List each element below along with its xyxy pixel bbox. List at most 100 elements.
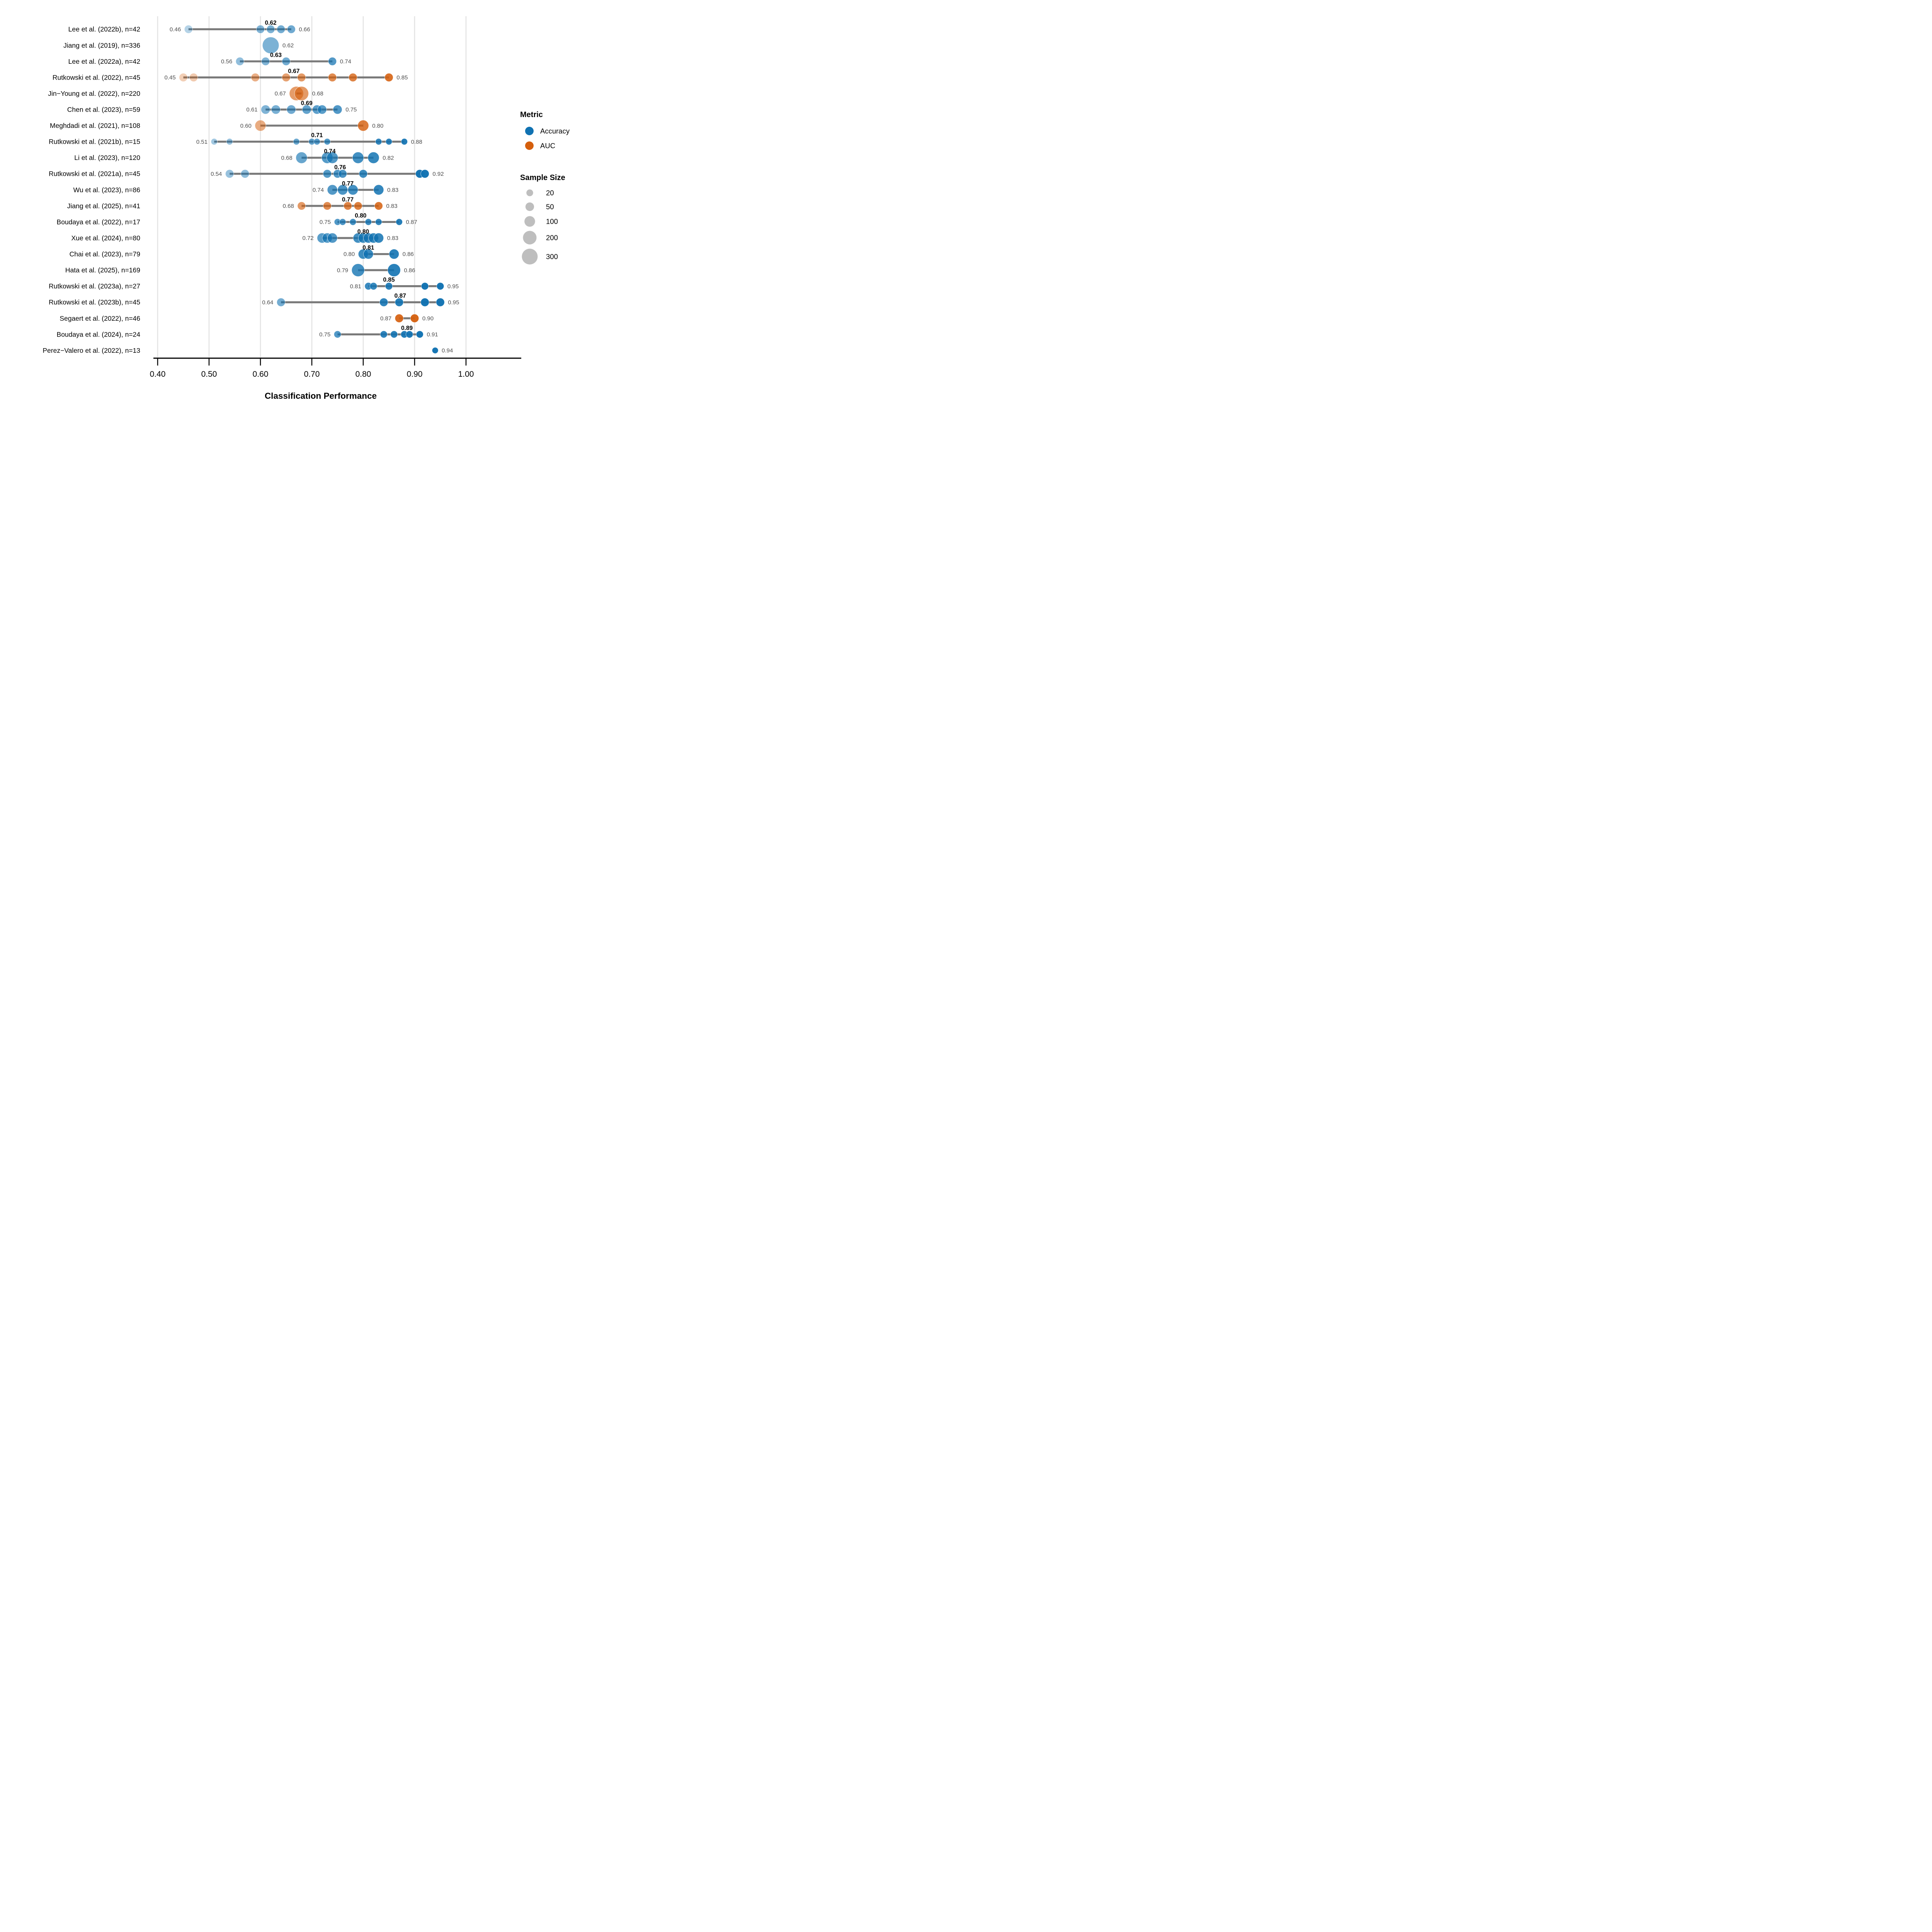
data-point bbox=[390, 330, 398, 338]
study-row: Jiang et al. (2025), n=41 0.68 0.83 0.77 bbox=[67, 196, 398, 210]
data-point bbox=[379, 298, 388, 307]
max-value-label: 0.85 bbox=[396, 75, 408, 81]
study-rows: Lee et al. (2022b), n=42 0.46 0.660.62 Jian… bbox=[43, 20, 459, 354]
data-point bbox=[349, 73, 357, 82]
data-point bbox=[277, 25, 286, 34]
legend-metric-item-label: AUC bbox=[540, 142, 555, 150]
data-point bbox=[385, 138, 393, 145]
study-label: Li et al. (2023), n=120 bbox=[74, 154, 140, 162]
study-label: Xue et al. (2024), n=80 bbox=[71, 234, 140, 242]
data-point bbox=[226, 138, 233, 145]
data-point bbox=[256, 25, 265, 34]
data-point bbox=[293, 138, 300, 145]
data-point bbox=[421, 282, 429, 290]
max-value-label: 0.87 bbox=[406, 219, 417, 226]
data-point bbox=[296, 152, 308, 164]
data-point bbox=[420, 298, 429, 307]
min-value-label: 0.74 bbox=[313, 187, 324, 194]
data-point bbox=[352, 152, 364, 164]
study-row: Xue et al. (2024), n=80 0.72 0.83 0.80 bbox=[71, 228, 398, 243]
study-row: Lee et al. (2022b), n=42 0.46 0.66 0.62 bbox=[68, 20, 310, 34]
median-value-label: 0.89 bbox=[401, 325, 413, 332]
max-value-label: 0.88 bbox=[411, 139, 422, 145]
legend-size-item: 50 bbox=[525, 202, 554, 211]
study-label: Jiang et al. (2025), n=41 bbox=[67, 202, 140, 210]
max-value-label: 0.68 bbox=[312, 90, 323, 97]
data-point bbox=[369, 282, 378, 290]
data-point bbox=[357, 120, 369, 131]
x-axis-tick-label: 0.90 bbox=[407, 370, 423, 379]
data-point bbox=[406, 330, 413, 338]
data-point bbox=[251, 73, 260, 82]
study-label: Chen et al. (2023), n=59 bbox=[67, 106, 140, 114]
max-value-label: 0.92 bbox=[432, 171, 444, 177]
data-point bbox=[327, 184, 338, 195]
data-point bbox=[302, 105, 311, 114]
legend-size-items: 20 50 100 200 300 bbox=[522, 189, 558, 265]
max-value-label: 0.74 bbox=[340, 58, 351, 65]
study-label: Jin−Young et al. (2022), n=220 bbox=[48, 90, 140, 97]
max-value-label: 0.80 bbox=[372, 122, 383, 129]
study-label: Perez−Valero et al. (2022), n=13 bbox=[43, 347, 140, 354]
data-point bbox=[327, 152, 338, 164]
x-axis: 0.40 0.50 0.60 0.70 0.80 0.90 1.00 bbox=[150, 357, 521, 379]
study-row: Rutkowski et al. (2023b), n=45 0.64 0.95 0.… bbox=[49, 293, 459, 307]
legend-metric-item-label: Accuracy bbox=[540, 127, 570, 135]
data-point bbox=[387, 264, 401, 277]
data-point bbox=[327, 233, 338, 243]
legend-size-item: 100 bbox=[524, 216, 558, 227]
study-row: Rutkowski et al. (2021a), n=45 0.54 0.92 0.… bbox=[49, 164, 444, 178]
legend-size-item-label: 20 bbox=[546, 189, 554, 197]
max-value-label: 0.91 bbox=[427, 332, 438, 338]
study-row: Rutkowski et al. (2022), n=45 0.45 0.85 0.6… bbox=[53, 68, 408, 82]
max-value-label: 0.75 bbox=[345, 107, 357, 113]
study-row: Lee et al. (2022a), n=42 0.56 0.74 0.63 bbox=[68, 52, 351, 66]
median-value-label: 0.85 bbox=[383, 277, 395, 283]
data-point bbox=[354, 201, 362, 210]
legend-metric-item: Accuracy bbox=[525, 127, 570, 135]
x-axis-tick-label: 1.00 bbox=[458, 370, 474, 379]
max-value-label: 0.90 bbox=[422, 315, 434, 322]
min-value-label: 0.75 bbox=[319, 332, 330, 338]
study-row: Perez−Valero et al. (2022), n=13 0.94 bbox=[43, 347, 453, 354]
median-value-label: 0.62 bbox=[265, 20, 277, 26]
data-point bbox=[395, 298, 404, 307]
legend-metric-items: Accuracy AUC bbox=[525, 127, 570, 150]
data-point bbox=[297, 201, 306, 210]
median-value-label: 0.80 bbox=[357, 228, 369, 235]
median-value-label: 0.80 bbox=[355, 213, 366, 219]
min-value-label: 0.54 bbox=[211, 171, 222, 177]
data-point bbox=[338, 169, 347, 178]
data-point bbox=[255, 120, 266, 131]
data-point bbox=[339, 218, 346, 226]
data-point bbox=[373, 233, 384, 243]
sample-size-swatch bbox=[523, 231, 537, 245]
median-value-label: 0.67 bbox=[288, 68, 299, 75]
study-row: Boudaya et al. (2024), n=24 0.75 0.91 0.89 bbox=[57, 325, 438, 338]
min-value-label: 0.45 bbox=[164, 75, 175, 81]
max-value-label: 0.86 bbox=[404, 267, 415, 274]
max-value-label: 0.62 bbox=[282, 42, 294, 49]
data-point bbox=[436, 298, 445, 307]
study-row: Meghdadi et al. (2021), n=108 0.60 0.80 bbox=[50, 120, 383, 131]
min-value-label: 0.60 bbox=[240, 122, 252, 129]
data-point bbox=[189, 73, 198, 82]
median-value-label: 0.87 bbox=[395, 293, 406, 299]
data-point bbox=[420, 169, 429, 178]
min-value-label: 0.80 bbox=[344, 251, 355, 258]
data-point bbox=[184, 25, 193, 34]
study-row: Boudaya et al. (2022), n=17 0.75 0.87 0.80 bbox=[57, 213, 417, 226]
data-point bbox=[261, 57, 270, 66]
study-label: Rutkowski et al. (2023b), n=45 bbox=[49, 298, 140, 306]
data-point bbox=[323, 201, 332, 210]
study-row: Hata et al. (2025), n=169 0.79 0.86 bbox=[65, 264, 415, 277]
study-label: Segaert et al. (2022), n=46 bbox=[60, 315, 140, 322]
chart-canvas: Lee et al. (2022b), n=42 0.46 0.660.62 Jian… bbox=[43, 16, 570, 401]
data-point bbox=[313, 138, 320, 145]
study-label: Rutkowski et al. (2022), n=45 bbox=[53, 73, 140, 81]
study-label: Rutkowski et al. (2023a), n=27 bbox=[49, 282, 140, 290]
median-value-label: 0.81 bbox=[362, 245, 374, 251]
max-value-label: 0.95 bbox=[448, 299, 459, 306]
data-point bbox=[266, 25, 275, 34]
